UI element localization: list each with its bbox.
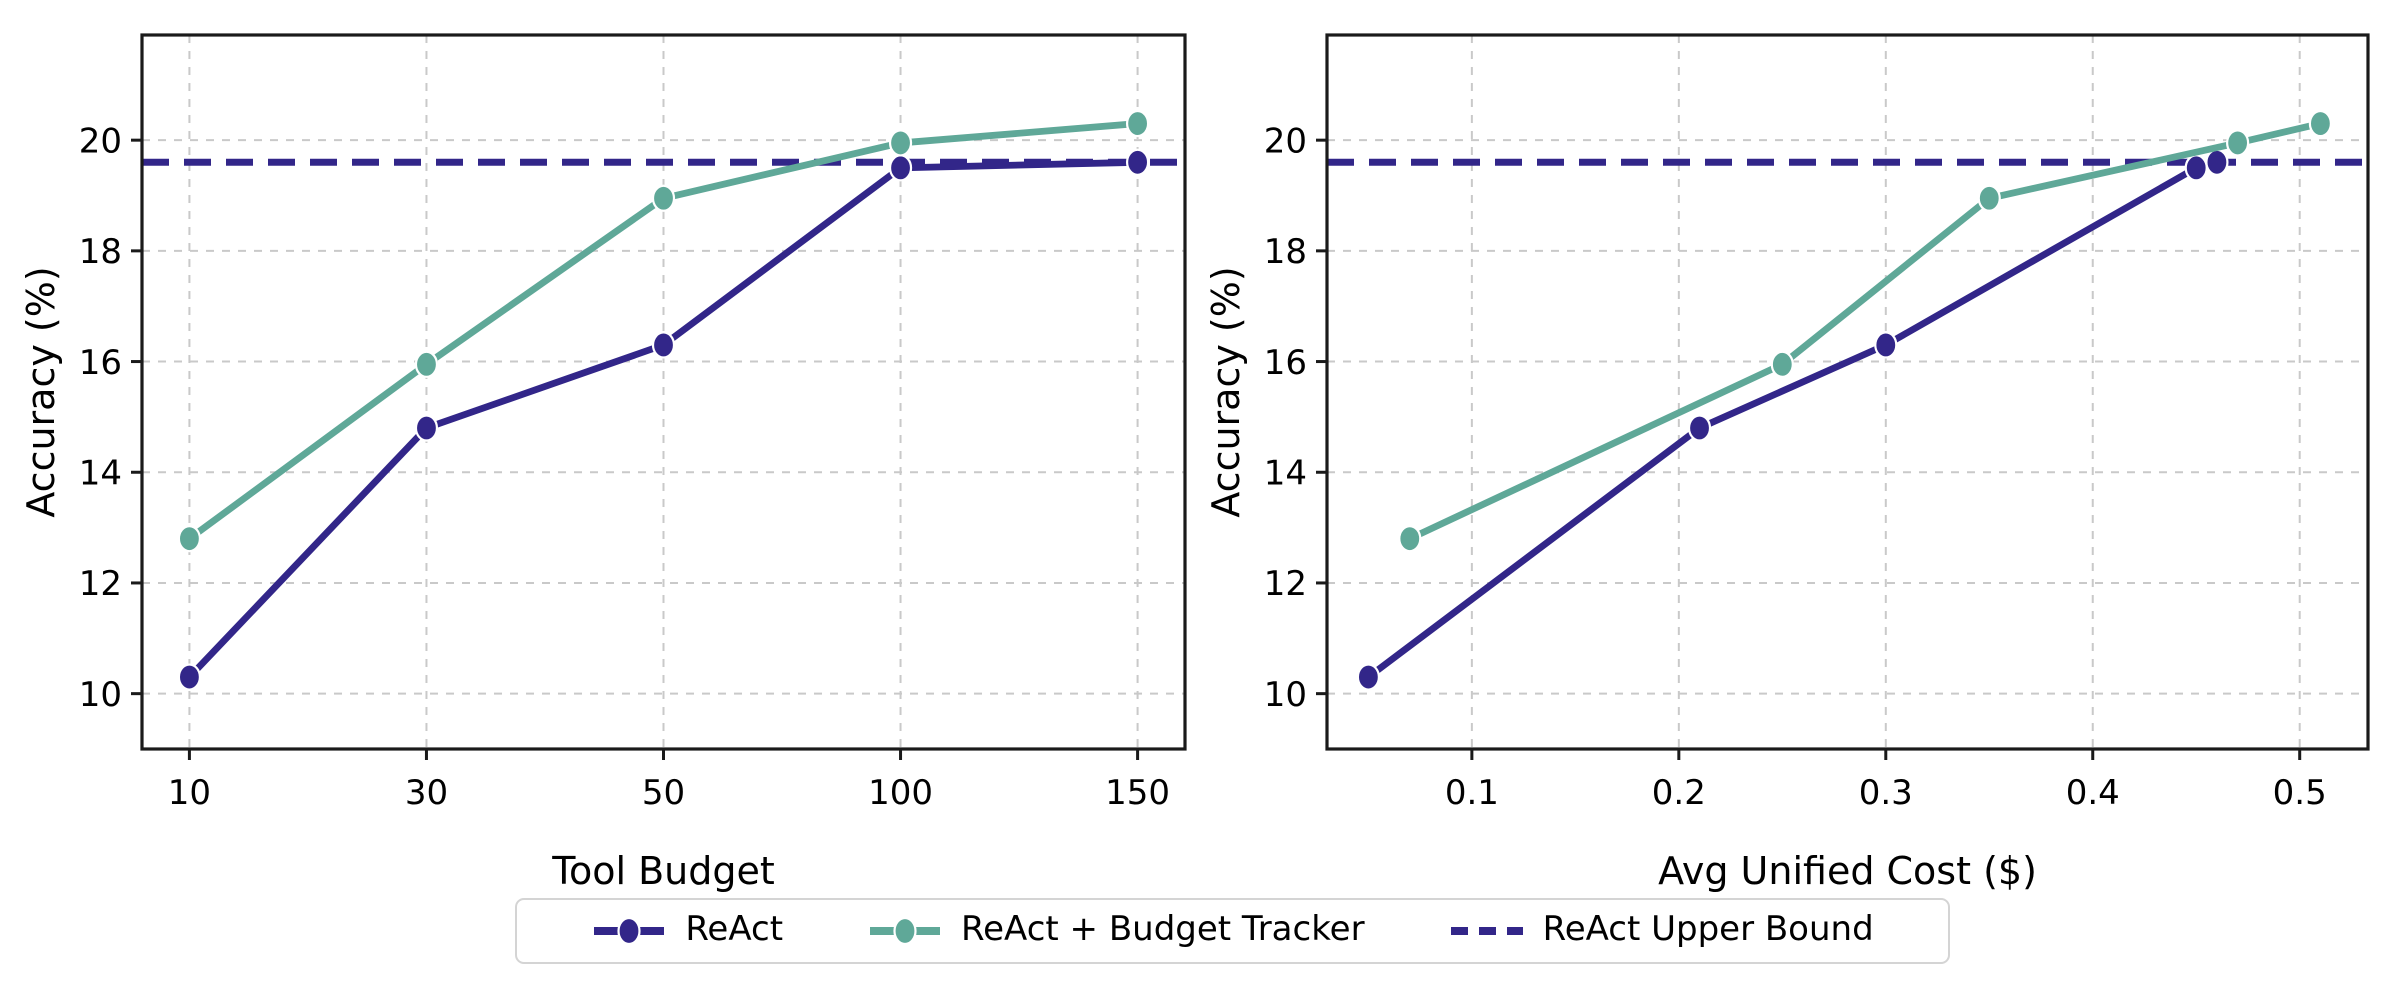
data-point-marker	[651, 184, 676, 212]
data-point-marker	[1398, 525, 1422, 553]
x-tick-label: 0.2	[1652, 773, 1706, 813]
legend-label-react: ReAct	[685, 909, 784, 949]
data-point-marker	[414, 414, 439, 442]
react-line-sample-icon	[594, 916, 665, 946]
upper-bound-dashed-sample-icon	[1450, 927, 1523, 935]
tracker-line-sample-icon	[870, 916, 941, 946]
x-axis-label: Tool Budget	[551, 849, 775, 893]
react-line	[1364, 158, 2221, 681]
legend-item-upper-bound: ReAct Upper Bound	[1449, 912, 1874, 950]
x-tick-label: 0.1	[1445, 773, 1499, 813]
left-plot-axes: 10 30 50 100 150 10 12 14 16 18 20 Tool Budget Accur…	[19, 33, 1187, 893]
legend-label-tracker: ReAct + Budget Tracker	[961, 909, 1365, 949]
y-tick-label: 18	[79, 232, 122, 272]
x-tick-label: 50	[642, 773, 685, 813]
x-tick-label: 100	[868, 773, 933, 813]
data-point-marker	[1977, 184, 2001, 212]
legend-label-upper-bound: ReAct Upper Bound	[1542, 909, 1874, 949]
x-tick-label: 0.4	[2066, 773, 2120, 813]
data-point-marker	[1874, 331, 1898, 359]
x-tick-label: 150	[1105, 773, 1170, 813]
y-axis-label: Accuracy (%)	[1204, 266, 1248, 517]
x-tick-label: 10	[168, 773, 211, 813]
data-point-marker	[1687, 414, 1712, 442]
legend-item-tracker: ReAct + Budget Tracker	[867, 912, 1365, 950]
y-tick-label: 10	[79, 675, 122, 715]
tracker-line	[1406, 120, 2324, 543]
y-tick-label: 14	[1264, 453, 1307, 493]
data-point-marker	[2184, 154, 2208, 182]
plot-frame	[1325, 33, 2370, 751]
y-axis-label: Accuracy (%)	[19, 266, 63, 517]
data-point-marker	[2205, 148, 2229, 176]
y-tick-label: 10	[1264, 675, 1307, 715]
right-plot-axes: 0.1 0.2 0.3 0.4 0.5 10 12 14 16 18 20 Avg Unified C…	[1204, 33, 2370, 893]
y-tick-label: 18	[1264, 232, 1307, 272]
y-tick-label: 12	[1264, 564, 1307, 604]
x-axis-label: Avg Unified Cost ($)	[1658, 849, 2037, 893]
data-point-marker	[1125, 109, 1150, 138]
data-point-marker	[177, 525, 202, 553]
y-tick-label: 14	[79, 453, 122, 493]
x-tick-label: 0.3	[1859, 773, 1913, 813]
data-point-marker	[2308, 109, 2332, 138]
data-point-marker	[177, 663, 202, 691]
y-tick-label: 12	[79, 564, 122, 604]
data-point-marker	[414, 350, 439, 378]
y-tick-label: 20	[1264, 121, 1307, 161]
data-point-marker	[1770, 350, 1794, 378]
y-tick-label: 16	[1264, 343, 1307, 383]
data-point-marker	[1356, 663, 1380, 691]
data-point-marker	[2226, 129, 2250, 157]
y-tick-label: 16	[79, 343, 122, 383]
x-tick-label: 30	[405, 773, 448, 813]
data-point-marker	[888, 154, 913, 182]
legend-item-react: ReAct	[591, 912, 783, 950]
data-point-marker	[888, 129, 913, 157]
data-point-marker	[1125, 148, 1150, 176]
y-tick-label: 20	[79, 121, 122, 161]
data-point-marker	[651, 331, 676, 359]
legend: ReAct ReAct + Budget Tracker ReAct Upper…	[515, 898, 1950, 964]
x-tick-label: 0.5	[2273, 773, 2327, 813]
